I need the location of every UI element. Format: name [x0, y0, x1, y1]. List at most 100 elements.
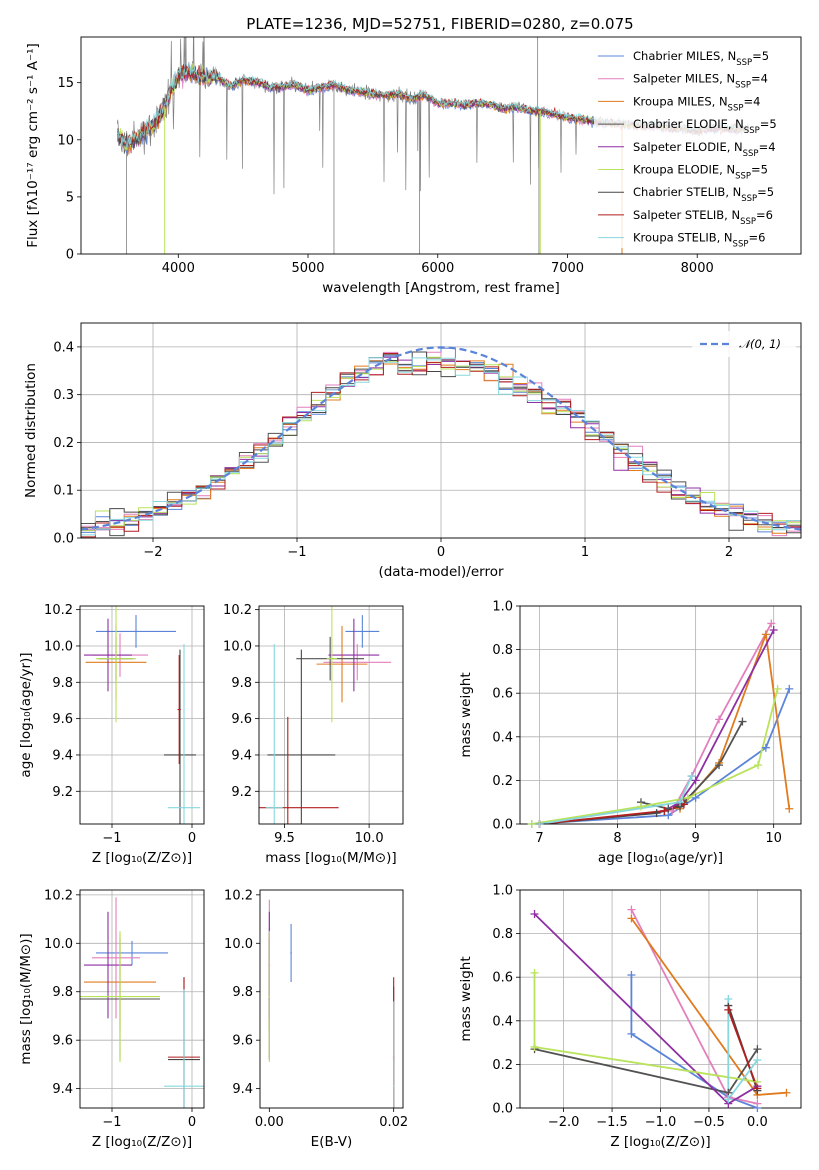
tick-label-y: 0	[66, 248, 74, 263]
data-point	[268, 995, 271, 998]
legend-background	[594, 44, 796, 248]
tick-label-y: 0.3	[53, 388, 74, 403]
series-line-chabrier-elodie	[534, 1048, 759, 1094]
plus-marker	[724, 1095, 733, 1104]
plus-marker	[687, 772, 696, 781]
tick-label-y: 1.0	[492, 884, 513, 899]
legend-entry: Salpeter STELIB, NSSP=6	[633, 208, 773, 227]
data-point	[341, 663, 343, 665]
tick-label-x: 0.00	[255, 1115, 284, 1130]
series-line-salpeter-stelib	[727, 1009, 759, 1089]
tick-label-y: 0.6	[492, 971, 513, 986]
tick-label-x: 4000	[162, 261, 195, 276]
data-point	[361, 630, 364, 633]
tick-label-y: 0.4	[492, 730, 513, 745]
data-point	[183, 1085, 185, 1087]
tick-label-y: 0.0	[492, 818, 513, 833]
x-axis-label: (data-model)/error	[378, 564, 504, 580]
tick-label-y: 9.6	[232, 1034, 253, 1049]
legend-entry: Salpeter ELODIE, NSSP=4	[633, 140, 776, 159]
tick-label-y: 10.2	[44, 888, 73, 903]
legend-entry: Chabrier MILES, NSSP=5	[633, 49, 769, 68]
tick-label-x: 7	[535, 831, 543, 846]
grid-lines	[259, 606, 403, 824]
series-line-kroupa-miles	[679, 633, 791, 810]
tick-label-y: 9.6	[52, 1034, 73, 1049]
tick-label-y: 9.6	[231, 712, 252, 727]
grid-lines	[80, 890, 204, 1108]
tick-label-y: 10.2	[44, 603, 73, 618]
plot-area	[531, 622, 791, 824]
chart-mass_vs_Z: −1 0 9.4 9.6 9.8 10.0 10.2 Z [log₁₀(Z/Z⊙)] mass …	[18, 888, 205, 1150]
plus-marker	[753, 1045, 762, 1054]
plus-marker	[773, 684, 782, 693]
plus-marker	[753, 1099, 762, 1108]
data-point	[353, 654, 355, 656]
histogram-kroupa-stelib	[81, 357, 801, 536]
tick-label-x: −1.5	[596, 1115, 628, 1130]
legend-entry: Chabrier ELODIE, NSSP=5	[633, 117, 777, 136]
legend-entry: Salpeter MILES, NSSP=4	[633, 72, 768, 91]
plus-marker	[527, 820, 536, 828]
tick-label-y: 9.8	[52, 676, 73, 691]
data-point	[119, 995, 121, 998]
y-axis-label: mass weight	[458, 956, 474, 1041]
tick-label-x: −1.0	[645, 1115, 677, 1130]
tick-label-y: 0.4	[53, 340, 74, 355]
plus-marker	[691, 793, 700, 802]
chart-weight_vs_age: 7 8 9 10 0.0 0.2 0.4 0.6 0.8 1.0 age [log₁₀(age/yr…	[458, 600, 802, 866]
tick-label-y: 9.8	[52, 985, 73, 1000]
legend: 𝒩(0, 1)	[692, 331, 796, 357]
tick-label-x: 6000	[421, 261, 454, 276]
data-spectrum	[116, 37, 622, 195]
plus-marker	[754, 761, 763, 770]
tick-label-y: 9.4	[52, 1082, 73, 1097]
plus-marker	[782, 1088, 791, 1097]
plus-marker	[761, 743, 770, 752]
y-axis-label: Normed distribution	[23, 363, 39, 498]
series-line-salpeter-elodie	[533, 913, 758, 1105]
data-point	[183, 806, 185, 809]
grid-lines	[520, 889, 801, 1109]
tick-label-x: 8	[613, 831, 621, 846]
plus-marker	[738, 717, 747, 726]
tick-label-y: 5	[66, 190, 74, 205]
data-point	[107, 654, 109, 656]
grid-lines	[80, 606, 204, 824]
plot-area	[81, 346, 801, 538]
tick-label-x: 0	[188, 831, 196, 846]
tick-label-y: 9.4	[232, 1082, 253, 1097]
axes-frame	[80, 322, 802, 539]
axes-frame	[519, 889, 802, 1109]
plus-marker	[753, 1056, 762, 1065]
tick-label-y: 10	[57, 133, 74, 148]
plus-marker	[636, 802, 645, 811]
x-axis-label: wavelength [Angstrom, rest frame]	[322, 280, 560, 296]
tick-label-y: 0.2	[492, 1058, 513, 1073]
x-axis-label: E(B-V)	[311, 1134, 353, 1150]
data-point	[331, 657, 333, 660]
tick-label-y: 0.6	[492, 687, 513, 702]
tick-label-y: 9.8	[231, 676, 252, 691]
tick-label-x: −2	[143, 545, 162, 560]
tick-label-x: 2	[725, 545, 733, 560]
data-point	[115, 657, 117, 660]
y-axis-label: mass weight	[458, 672, 474, 757]
tick-label-x: 0	[437, 545, 445, 560]
tick-label-y: 0.0	[492, 1102, 513, 1117]
data-point	[135, 630, 137, 633]
tick-label-y: 9.4	[52, 748, 73, 763]
legend-entry: Kroupa MILES, NSSP=4	[633, 94, 760, 113]
plus-marker	[785, 804, 794, 813]
tick-label-x: 10	[765, 831, 782, 846]
series-line-kroupa-elodie	[533, 972, 758, 1083]
data-point	[290, 952, 292, 954]
tick-label-x: 8000	[681, 261, 714, 276]
tick-label-y: 9.2	[52, 785, 73, 800]
chart-weight_vs_Z: −2.0 −1.5 −1.0 −0.5 0.0 0.0 0.2 0.4 0.6 0.8 1.0 Z […	[458, 884, 802, 1150]
axes-frame	[79, 889, 205, 1109]
tick-label-x: 9	[691, 831, 699, 846]
x-axis-label: Z [log₁₀(Z/Z⊙)]	[610, 1134, 710, 1150]
plot-area	[268, 899, 395, 1108]
